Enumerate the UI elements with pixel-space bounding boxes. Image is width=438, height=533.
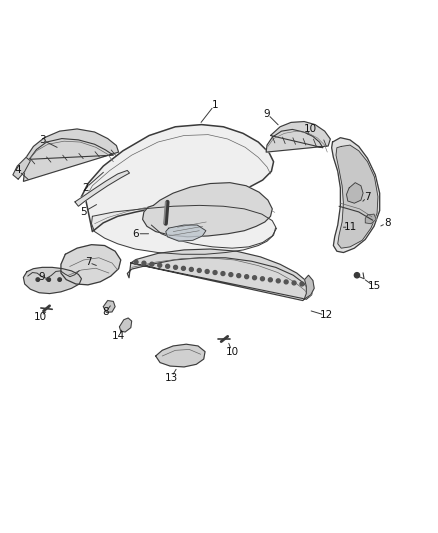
Text: 1: 1 bbox=[211, 100, 218, 110]
Polygon shape bbox=[75, 171, 130, 206]
Text: 10: 10 bbox=[33, 312, 46, 322]
Polygon shape bbox=[13, 157, 30, 179]
Circle shape bbox=[354, 272, 360, 278]
Polygon shape bbox=[127, 249, 313, 301]
Circle shape bbox=[268, 278, 272, 282]
Circle shape bbox=[150, 262, 154, 266]
Text: 14: 14 bbox=[112, 332, 125, 341]
Text: 2: 2 bbox=[82, 183, 89, 193]
Circle shape bbox=[284, 280, 288, 284]
Text: 8: 8 bbox=[384, 218, 390, 228]
Polygon shape bbox=[81, 125, 274, 231]
Text: 8: 8 bbox=[102, 308, 109, 317]
Circle shape bbox=[205, 270, 209, 273]
Circle shape bbox=[173, 265, 177, 269]
Circle shape bbox=[134, 260, 138, 264]
Text: 13: 13 bbox=[164, 373, 177, 383]
Polygon shape bbox=[304, 275, 314, 299]
Polygon shape bbox=[155, 344, 205, 367]
Polygon shape bbox=[166, 225, 206, 241]
Circle shape bbox=[181, 266, 185, 270]
Polygon shape bbox=[143, 183, 272, 237]
Circle shape bbox=[261, 277, 265, 281]
Text: 6: 6 bbox=[133, 229, 139, 239]
Polygon shape bbox=[61, 245, 121, 285]
Text: 4: 4 bbox=[15, 165, 21, 175]
Circle shape bbox=[276, 279, 280, 283]
Text: 7: 7 bbox=[364, 192, 371, 201]
Text: 3: 3 bbox=[39, 135, 46, 145]
Circle shape bbox=[189, 268, 193, 271]
Circle shape bbox=[253, 276, 257, 280]
Polygon shape bbox=[120, 318, 132, 332]
Polygon shape bbox=[92, 205, 276, 254]
Circle shape bbox=[47, 278, 50, 281]
Text: 9: 9 bbox=[264, 109, 270, 119]
Circle shape bbox=[221, 272, 225, 276]
Circle shape bbox=[158, 263, 162, 267]
Text: 7: 7 bbox=[85, 257, 92, 267]
Circle shape bbox=[229, 273, 233, 277]
Polygon shape bbox=[346, 183, 363, 203]
Text: 12: 12 bbox=[319, 310, 332, 320]
Circle shape bbox=[292, 281, 296, 285]
Polygon shape bbox=[23, 268, 81, 294]
Text: 5: 5 bbox=[80, 207, 87, 217]
Circle shape bbox=[237, 273, 241, 278]
Circle shape bbox=[166, 264, 170, 268]
Circle shape bbox=[36, 278, 39, 281]
Polygon shape bbox=[365, 214, 376, 224]
Text: 10: 10 bbox=[304, 124, 317, 134]
Polygon shape bbox=[266, 122, 330, 152]
Circle shape bbox=[58, 278, 61, 281]
Circle shape bbox=[142, 261, 146, 265]
Circle shape bbox=[213, 271, 217, 274]
Circle shape bbox=[245, 274, 249, 279]
Circle shape bbox=[197, 269, 201, 272]
Polygon shape bbox=[103, 301, 115, 312]
Circle shape bbox=[300, 282, 304, 286]
Polygon shape bbox=[336, 145, 378, 248]
Polygon shape bbox=[332, 138, 380, 253]
Polygon shape bbox=[23, 129, 119, 181]
Text: 9: 9 bbox=[39, 272, 46, 282]
Text: 10: 10 bbox=[226, 346, 239, 357]
Text: 11: 11 bbox=[343, 222, 357, 232]
Text: 15: 15 bbox=[367, 281, 381, 291]
